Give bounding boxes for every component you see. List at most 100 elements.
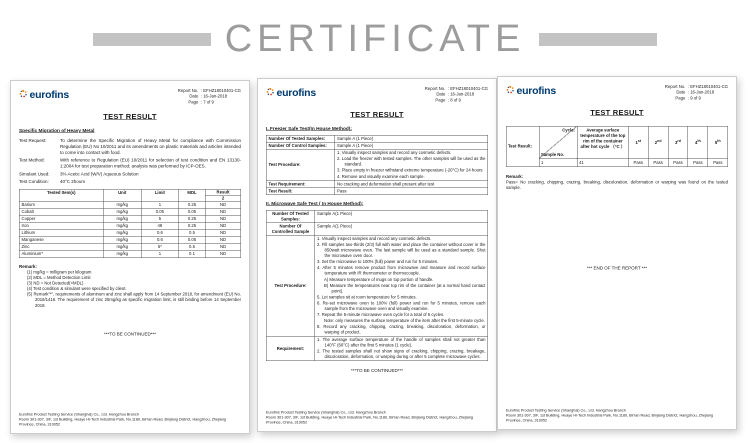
doc2-header: eurofins Report No. : EFHZ18010401-CG Da… bbox=[266, 86, 488, 103]
cycle-number: 1 bbox=[635, 140, 638, 146]
header-tested-item: Tested Item(s) bbox=[18, 189, 104, 202]
row-label: Number Of Controlled Sample bbox=[266, 222, 315, 236]
footer-address: Eurofins Product Testing Service (Shangh… bbox=[19, 412, 241, 427]
row-label: Number Of Control Samples: bbox=[266, 142, 335, 150]
temp-value-cell: 41 bbox=[576, 158, 629, 167]
date-value: : 16-Jan-2018 bbox=[200, 93, 228, 99]
mdl-cell: 0.25 bbox=[178, 222, 206, 230]
footer-line-2: Room 301-307, 3/F, 1st Building, Huaye H… bbox=[19, 416, 227, 427]
field-simulant-used: Simulant Used: 3% Acetic Acid (W/V) Aque… bbox=[19, 171, 241, 177]
result-cell: ND bbox=[205, 236, 241, 244]
page-value: : 9 of 9 bbox=[687, 95, 701, 101]
remark-item: (4) Test condition & simulant were speci… bbox=[27, 286, 127, 292]
page-label: Page bbox=[188, 99, 199, 105]
table-row: 1 41 Pass Pass Pass Pass Pass bbox=[506, 158, 728, 167]
field-label: Test Request: bbox=[19, 138, 47, 144]
pass-cell: Pass bbox=[707, 158, 728, 167]
row-label: Test Result: bbox=[266, 187, 335, 195]
temp-header: Average surface temperature of the top r… bbox=[576, 125, 629, 159]
remark-item: (1) mg/kg = milligram per kilogram bbox=[27, 269, 92, 275]
limit-cell: 0.6 bbox=[140, 236, 179, 244]
procedure-step: 3. Set the microwave to 100% (full) powe… bbox=[317, 259, 439, 265]
unit-cell: mg/kg bbox=[103, 250, 142, 258]
unit-cell: mg/kg bbox=[103, 222, 142, 230]
mdl-cell: 0.05 bbox=[178, 208, 206, 216]
unit-cell: mg/kg bbox=[103, 243, 142, 251]
results-table: Tested Item(s) Unit Limit MDL Result 2 B… bbox=[18, 189, 241, 258]
remark-title: Remark: bbox=[506, 173, 524, 179]
table-row: Test Procedure: 1. Visually inspect samp… bbox=[266, 149, 488, 181]
procedure-list: 1. Visually inspect samples and record a… bbox=[314, 235, 488, 337]
procedure-substep: B) Measure the temperatures near top rim… bbox=[324, 282, 486, 294]
remark-section: Remark: (1) mg/kg = milligram per kilogr… bbox=[19, 264, 241, 309]
limit-cell: 0.6 bbox=[140, 229, 179, 237]
eurofins-logo: eurofins bbox=[266, 86, 316, 100]
row-value: No cracking and deformation shall presen… bbox=[334, 180, 488, 188]
table-row: Copper mg/kg 5 0.25 ND bbox=[18, 215, 241, 223]
remark-title: Remark: bbox=[19, 263, 38, 269]
table-row: Test Procedure: 1. Visually inspect samp… bbox=[266, 235, 488, 337]
tested-item-cell: Manganese bbox=[18, 236, 104, 244]
cycle-suffix: th bbox=[717, 139, 721, 144]
tested-item-cell: Lithium bbox=[18, 229, 104, 237]
cycle-3-header: 3rd bbox=[667, 125, 689, 159]
field-label: Test Condition: bbox=[19, 179, 49, 185]
procedure-step: 7. Repeat the 5-minute microwave oven cy… bbox=[317, 311, 445, 317]
procedure-step: 5. Let samples sit at room temperature f… bbox=[317, 294, 417, 300]
cycle-suffix: st bbox=[637, 139, 642, 144]
freezer-test-table: Number Of Tested Samples: Sample A (1 Pi… bbox=[266, 135, 488, 195]
cycle-4-header: 4th bbox=[687, 125, 709, 159]
table-row: Number Of Controlled Sample Sample A(1 P… bbox=[266, 222, 488, 236]
sample-no-label: Sample No. bbox=[540, 151, 565, 157]
row-label: Test Procedure: bbox=[266, 149, 335, 181]
date-value: : 16-Jan-2018 bbox=[687, 89, 715, 95]
row-label: Test Requirement: bbox=[266, 180, 335, 188]
procedure-list: 1. Visually inspect samples and record a… bbox=[334, 149, 488, 181]
cycle-label: Cycle: bbox=[562, 127, 575, 133]
report-no-value: : EFHZ18010401-CG bbox=[200, 88, 241, 93]
page-label: Page bbox=[435, 97, 446, 103]
result-cell: ND bbox=[205, 250, 241, 258]
table-row: Manganese mg/kg 0.6 0.05 ND bbox=[18, 236, 241, 244]
header-limit: Limit bbox=[140, 189, 179, 202]
unit-cell: mg/kg bbox=[103, 229, 142, 237]
tested-item-cell: Iron bbox=[18, 222, 104, 230]
result-cell: ND bbox=[205, 201, 241, 209]
row-label: Test Procedure: bbox=[266, 235, 315, 337]
field-test-request: Test Request: To determine the Specific … bbox=[19, 138, 241, 156]
remark-item: (2) MDL = Method Detection Limit bbox=[27, 275, 91, 281]
test-result-title: TEST RESULT bbox=[103, 112, 157, 122]
table-row: Requirement: 1. The average surface temp… bbox=[266, 335, 488, 362]
date-label: Date bbox=[676, 89, 686, 95]
footer-address: Eurofins Product Testing Service (Shangh… bbox=[506, 408, 728, 423]
report-info: Report No. : EFHZ18010401-CG Date : 16-J… bbox=[425, 86, 488, 103]
limit-cell: 48 bbox=[140, 222, 179, 230]
table-header-row: Test Result: Cycle: Sample No. Average s… bbox=[506, 125, 728, 167]
procedure-substep: A) Measure temperature of mugs on top po… bbox=[324, 276, 434, 282]
test-result-label: Test Result: bbox=[506, 125, 540, 167]
procedure-step: 1. Visually inspect samples and record a… bbox=[337, 150, 452, 156]
eurofins-logo-text: eurofins bbox=[516, 85, 557, 97]
mdl-cell: 0.5 bbox=[178, 229, 206, 237]
footer-line-1: Eurofins Product Testing Service (Shangh… bbox=[19, 411, 139, 417]
procedure-step: 8. Record any cracking, chipping, crazin… bbox=[317, 323, 486, 335]
pass-cell: Pass bbox=[628, 158, 649, 167]
certificate-page-2: eurofins Report No. : EFHZ18010401-CG Da… bbox=[257, 78, 497, 432]
report-no-value: : EFHZ18010401-CG bbox=[447, 86, 488, 91]
report-no-value: : EFHZ18010401-CG bbox=[687, 84, 728, 89]
header-unit: Unit bbox=[103, 189, 142, 202]
cycle-suffix: rd bbox=[677, 139, 681, 144]
cycle-number: 2 bbox=[654, 140, 658, 146]
mdl-cell: 0.05 bbox=[178, 236, 206, 244]
eurofins-logo-text: eurofins bbox=[29, 89, 70, 101]
mdl-cell: 0.25 bbox=[178, 201, 206, 209]
doc1-header: eurofins Report No. : EFHZ18010401-CG Da… bbox=[19, 88, 241, 105]
row-label: Number Of Tested Samples: bbox=[266, 210, 315, 224]
report-no-label: Report No. bbox=[424, 86, 446, 91]
row-value: Sample A (1 Piece) bbox=[334, 135, 488, 143]
procedure-note: Note: only measures the surface temperat… bbox=[324, 317, 485, 323]
end-of-report: *** END OF THE REPORT *** bbox=[586, 265, 648, 271]
cycle-suffix: th bbox=[697, 139, 701, 144]
banner-bar-right bbox=[539, 32, 658, 46]
table-row: Number Of Control Samples: Sample A (1 P… bbox=[266, 142, 488, 150]
